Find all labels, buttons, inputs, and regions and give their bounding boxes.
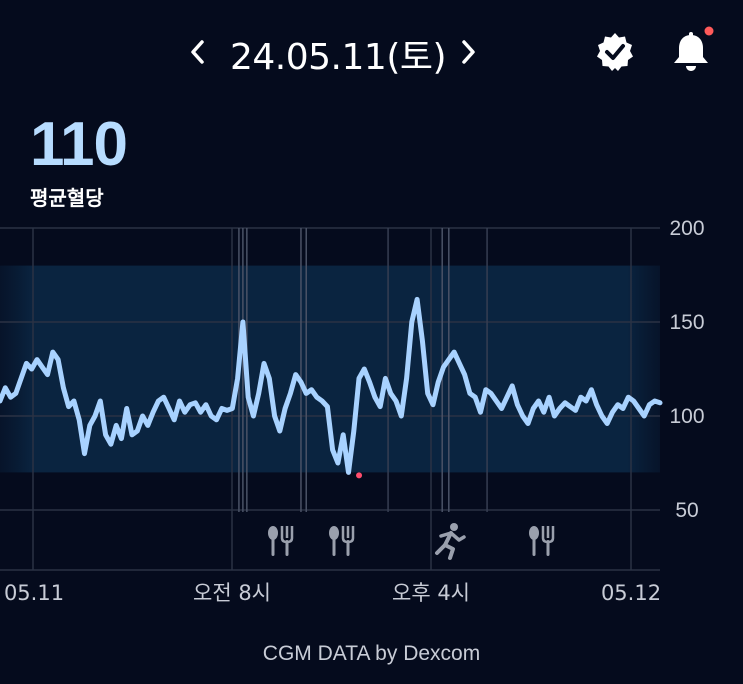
- y-tick-label: 200: [669, 217, 704, 240]
- next-day-button[interactable]: [448, 30, 488, 74]
- glucose-chart[interactable]: 200 150 100 50 05.11 오전 8시 오후 4시 05.12: [0, 210, 743, 610]
- verified-badge-icon[interactable]: [593, 30, 637, 74]
- x-tick-label: 오전 8시: [193, 581, 271, 605]
- y-tick-label: 100: [669, 405, 704, 428]
- bell-icon[interactable]: [666, 26, 716, 76]
- y-tick-label: 150: [669, 311, 704, 334]
- fork-knife-icon: [529, 526, 555, 556]
- chevron-right-icon: [462, 40, 475, 64]
- x-tick-label: 05.12: [601, 581, 661, 605]
- data-source-footer: CGM DATA by Dexcom: [262, 642, 481, 665]
- fork-knife-icon: [329, 526, 355, 556]
- running-icon: [435, 523, 466, 560]
- notification-dot: [704, 26, 714, 36]
- average-glucose-label: 평균혈당: [30, 186, 104, 210]
- glucose-series-line: [0, 296, 663, 475]
- y-tick-label: 50: [675, 499, 698, 522]
- x-tick-label: 오후 4시: [392, 581, 470, 605]
- header-bar: 24.05.11(토): [0, 0, 743, 105]
- fork-knife-icon: [268, 526, 294, 556]
- previous-day-button[interactable]: [178, 30, 218, 74]
- date-title[interactable]: 24.05.11(토): [230, 37, 447, 78]
- chevron-left-icon: [191, 40, 204, 64]
- x-tick-label: 05.11: [4, 581, 64, 605]
- low-glucose-point: [356, 472, 363, 479]
- average-glucose-value: 110: [30, 110, 128, 179]
